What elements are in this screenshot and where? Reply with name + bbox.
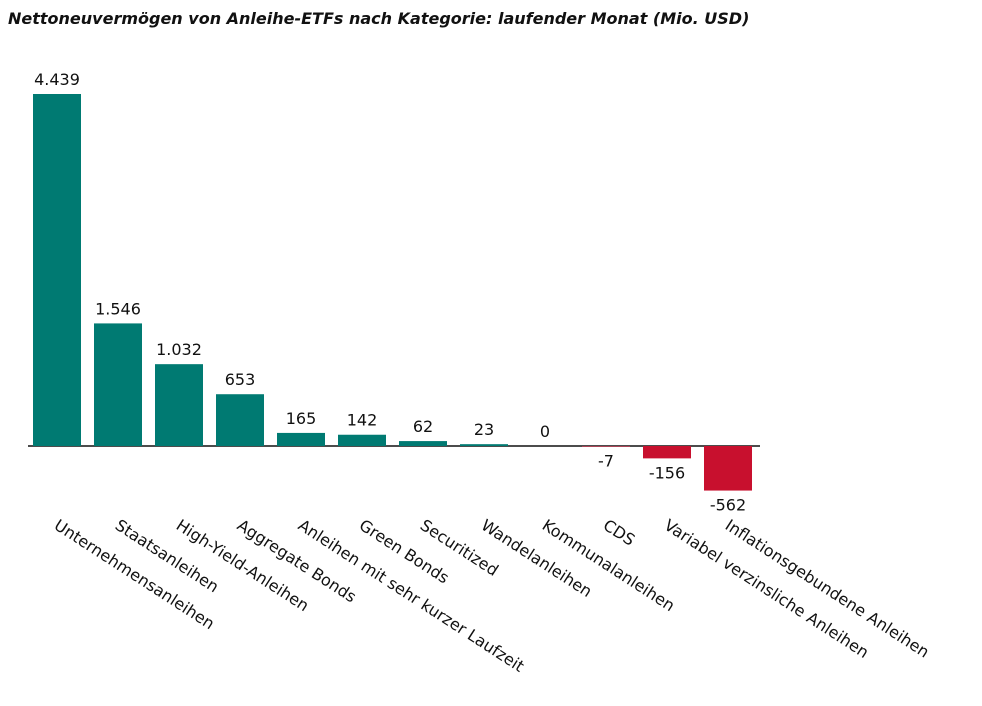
bar xyxy=(338,434,386,446)
bar xyxy=(33,94,81,446)
bar xyxy=(399,441,447,446)
value-label: -156 xyxy=(649,463,685,482)
bar xyxy=(460,444,508,446)
value-label: -7 xyxy=(598,452,614,471)
bar xyxy=(277,432,325,446)
value-label: 653 xyxy=(225,370,256,389)
bar xyxy=(582,446,630,447)
value-label: 1.546 xyxy=(95,299,141,318)
x-tick-label: Wandelanleihen xyxy=(478,515,596,601)
bar xyxy=(216,394,264,446)
value-label: 23 xyxy=(474,420,494,439)
value-label: 142 xyxy=(347,411,378,430)
value-label: -562 xyxy=(710,496,746,515)
value-label: 1.032 xyxy=(156,340,202,359)
value-label: 0 xyxy=(540,422,550,441)
value-label: 165 xyxy=(286,409,317,428)
x-tick-label: CDS xyxy=(600,515,639,549)
chart-title: Nettoneuvermögen von Anleihe-ETFs nach K… xyxy=(8,9,749,28)
value-label: 62 xyxy=(413,417,433,436)
bar xyxy=(155,364,203,446)
bar xyxy=(94,323,142,446)
bar xyxy=(704,446,752,491)
bar xyxy=(643,446,691,459)
value-label: 4.439 xyxy=(34,70,80,89)
